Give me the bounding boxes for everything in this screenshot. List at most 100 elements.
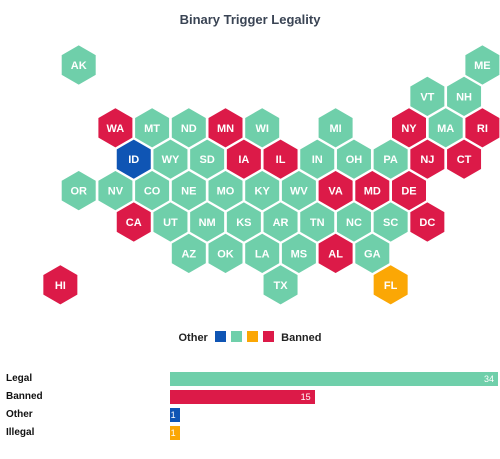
state-hex-az[interactable] [170,232,208,275]
bar-row-illegal: Illegal 1 [0,426,500,440]
state-hex-pa[interactable] [372,137,410,181]
state-hex-vt[interactable] [408,75,446,118]
state-hex-ca[interactable] [115,200,153,244]
bar-value-banned: 15 [300,392,311,402]
state-label-fl: FL [384,280,398,292]
state-hex-wy[interactable] [151,137,189,181]
state-label-ky: KY [255,186,271,198]
state-label-il: IL [276,154,286,166]
state-hex-id[interactable] [115,137,153,181]
state-label-ok: OK [217,248,234,260]
state-label-co: CO [144,186,161,198]
bar-value-other: 1 [170,410,176,420]
state-label-nj: NJ [420,154,434,166]
state-hex-al[interactable] [317,232,355,275]
state-label-nh: NH [456,91,472,103]
state-hex-ut[interactable] [151,200,189,244]
state-hex-ia[interactable] [225,137,263,181]
state-label-in: IN [312,154,323,166]
state-label-or: OR [70,186,87,198]
state-label-ak: AK [71,60,87,72]
state-hex-or[interactable] [60,169,98,212]
state-label-ia: IA [238,154,249,166]
state-hex-ct[interactable] [445,137,483,181]
state-label-ar: AR [273,217,289,229]
state-hex-mn[interactable] [207,106,244,150]
state-hex-nc[interactable] [335,200,373,244]
state-label-az: AZ [181,248,196,260]
state-hex-co[interactable] [133,169,171,212]
state-label-la: LA [255,248,270,260]
bar-label-legal: Legal [6,373,33,384]
state-hex-nv[interactable] [96,169,134,212]
state-hex-hi[interactable] [41,263,79,307]
state-label-vt: VT [420,91,434,103]
state-hex-wv[interactable] [280,169,318,212]
state-hex-me[interactable] [463,43,500,87]
legend-label-banned: Banned [281,332,322,344]
state-label-nc: NC [346,217,362,229]
chart-title: Binary Trigger Legality [179,12,321,27]
state-hex-nd[interactable] [170,106,208,150]
hex-map: AK ME VT NH WA MT ND MN WI MI NY MA RI ID WY SD IA IL IN OH… [41,43,500,307]
state-hex-la[interactable] [243,232,281,275]
state-hex-ks[interactable] [225,200,263,244]
state-label-dc: DC [419,217,435,229]
state-label-mo: MO [217,186,235,198]
state-label-wi: WI [255,123,268,135]
state-hex-ma[interactable] [427,106,465,150]
state-hex-nj[interactable] [408,137,446,181]
state-hex-oh[interactable] [335,137,373,181]
state-hex-fl[interactable] [372,263,410,307]
bar-value-illegal: 1 [170,428,176,438]
state-hex-mt[interactable] [133,106,171,150]
state-hex-ne[interactable] [170,169,208,212]
state-hex-sc[interactable] [372,200,410,244]
state-hex-mo[interactable] [207,169,244,212]
bar-banned: 15 [170,390,315,404]
state-hex-ok[interactable] [207,232,244,275]
state-label-md: MD [364,186,381,198]
state-hex-ak[interactable] [60,43,98,87]
state-hex-in[interactable] [298,137,336,181]
state-label-ca: CA [126,217,142,229]
state-hex-wi[interactable] [243,106,281,150]
state-hex-il[interactable] [262,137,300,181]
state-label-nd: ND [181,123,197,135]
state-label-wv: WV [290,186,308,198]
state-hex-de[interactable] [390,169,428,212]
legend-swatch-illegal [247,331,259,342]
state-label-ut: UT [163,217,178,229]
state-label-ct: CT [457,154,472,166]
bar-illegal: 1 [170,426,180,440]
state-label-ny: NY [401,123,417,135]
bar-label-illegal: Illegal [6,427,35,438]
state-hex-tx[interactable] [262,263,300,307]
state-hex-md[interactable] [353,169,391,212]
state-hex-ar[interactable] [262,200,300,244]
state-hex-ri[interactable] [463,106,500,150]
state-hex-ny[interactable] [390,106,428,150]
bar-legal: 34 [170,372,498,386]
state-hex-ms[interactable] [280,232,318,275]
state-label-mi: MI [329,123,341,135]
state-hex-ky[interactable] [243,169,281,212]
state-hex-nh[interactable] [445,75,483,118]
state-hex-tn[interactable] [298,200,336,244]
state-label-ma: MA [437,123,454,135]
state-hex-wa[interactable] [96,106,134,150]
state-label-hi: HI [55,280,66,292]
state-label-tn: TN [310,217,325,229]
state-hex-nm[interactable] [188,200,226,244]
state-label-oh: OH [346,154,363,166]
state-label-sc: SC [383,217,398,229]
bar-value-legal: 34 [483,374,494,384]
state-label-sd: SD [200,154,215,166]
state-hex-sd[interactable] [188,137,226,181]
state-label-al: AL [328,248,343,260]
state-hex-va[interactable] [317,169,355,212]
state-hex-dc[interactable] [408,200,446,244]
bar-other: 1 [170,408,180,422]
state-hex-ga[interactable] [353,232,391,275]
state-hex-mi[interactable] [317,106,355,150]
